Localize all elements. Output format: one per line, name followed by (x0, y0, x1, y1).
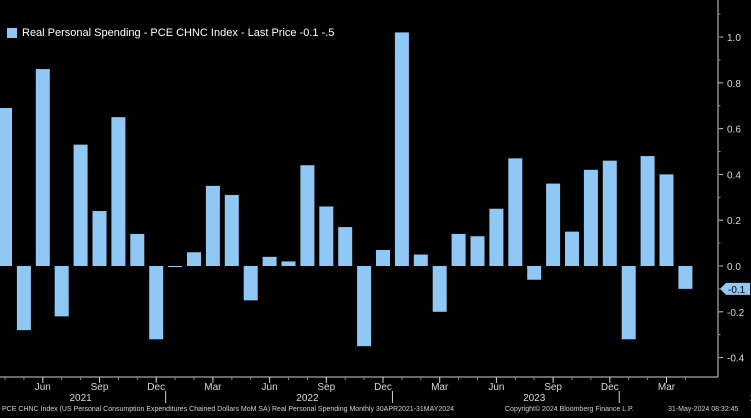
bar (621, 266, 636, 340)
bar (432, 266, 447, 312)
x-tick-label: Jun (262, 382, 278, 393)
y-tick-label: 0.8 (727, 79, 741, 90)
bar (35, 69, 50, 266)
year-label: 2024 (750, 393, 751, 404)
x-tick-label: Mar (658, 382, 676, 393)
bar (413, 254, 428, 266)
bar (73, 144, 88, 266)
year-label: 2021 (69, 393, 92, 404)
year-label: 2023 (523, 393, 546, 404)
bar (0, 107, 12, 267)
bar (54, 266, 69, 317)
bar (451, 233, 466, 266)
bar (243, 266, 258, 301)
bar (527, 266, 542, 280)
x-tick-label: Sep (317, 382, 335, 393)
bar (224, 195, 239, 266)
year-label: 2022 (296, 393, 319, 404)
bar (338, 227, 353, 266)
bar (205, 185, 220, 266)
x-tick-label: Sep (544, 382, 562, 393)
footer: PCE CHNC Index (US Personal Consumption … (0, 404, 751, 418)
bar (16, 266, 31, 331)
bar (489, 208, 504, 266)
bar (130, 233, 145, 266)
bar (281, 261, 296, 266)
bar (470, 236, 485, 266)
bar (508, 158, 523, 266)
bar (357, 266, 372, 347)
legend: Real Personal Spending - PCE CHNC Index … (7, 27, 334, 39)
legend-label: Real Personal Spending - PCE CHNC Index … (22, 27, 335, 39)
x-tick-label: Jun (35, 382, 51, 393)
bar (149, 266, 164, 340)
footer-timestamp: 31-May-2024 08:32:45 (668, 406, 739, 413)
y-tick-label: -0.2 (727, 308, 745, 319)
bar (319, 206, 334, 266)
y-tick-label: 0.6 (727, 125, 741, 136)
x-tick-label: Jun (488, 382, 504, 393)
footer-description: PCE CHNC Index (US Personal Consumption … (2, 406, 454, 413)
bar (300, 165, 315, 266)
last-price-label: -0.1 (728, 285, 746, 296)
x-tick-label: Mar (431, 382, 449, 393)
bar (602, 160, 617, 266)
bar (376, 249, 390, 266)
bar (187, 252, 201, 266)
bar (583, 169, 598, 266)
bar (659, 174, 674, 266)
x-tick-label: Sep (91, 382, 109, 393)
x-tick-label: Dec (147, 382, 165, 393)
y-tick-label: -0.4 (727, 354, 745, 365)
x-tick-label: Dec (601, 382, 619, 393)
y-tick-label: 0.4 (727, 170, 741, 181)
bar (640, 156, 655, 266)
bar (262, 256, 277, 266)
bar (92, 211, 107, 266)
bar (394, 32, 409, 266)
y-tick-label: 0.2 (727, 216, 741, 227)
y-tick-label: 0.0 (727, 262, 741, 273)
last-price-marker (720, 282, 750, 295)
bar (168, 266, 183, 267)
y-tick-label: 1.0 (727, 33, 741, 44)
bar (546, 183, 561, 266)
bar (111, 117, 126, 267)
footer-copyright: Copyright© 2024 Bloomberg Finance L.P. (505, 406, 634, 413)
x-tick-label: Dec (374, 382, 392, 393)
x-tick-label: Mar (204, 382, 222, 393)
bar (565, 231, 579, 266)
legend-swatch (7, 28, 17, 38)
bar (678, 266, 693, 289)
